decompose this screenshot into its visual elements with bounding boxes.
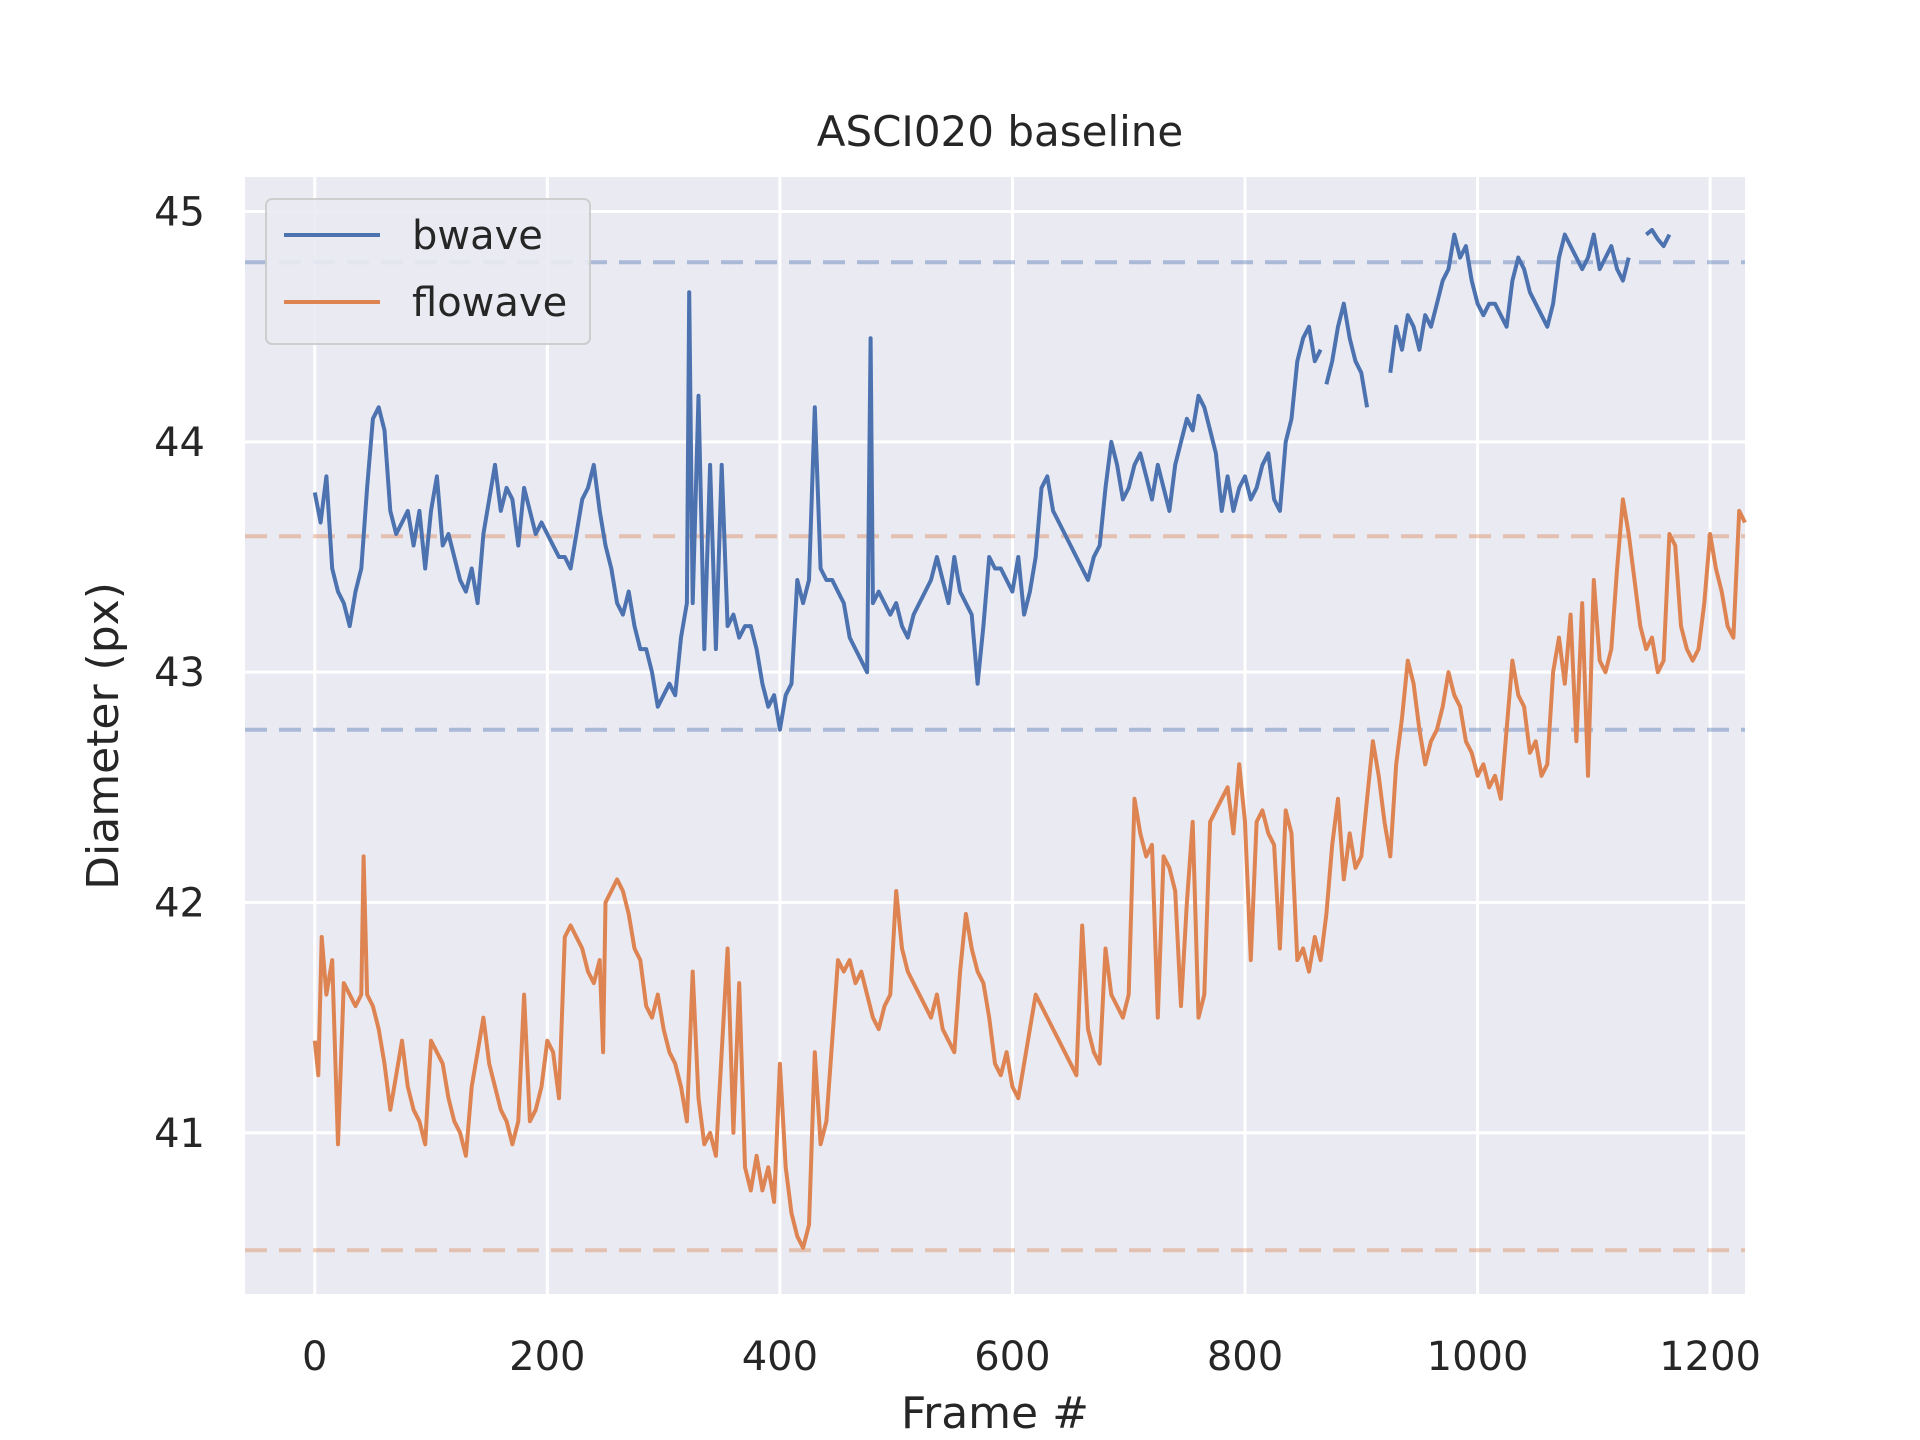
x-axis-label: Frame # bbox=[901, 1388, 1089, 1439]
y-tick-labels: 41 42 43 44 45 bbox=[154, 190, 205, 1157]
x-tick-label: 0 bbox=[302, 1334, 327, 1380]
legend: bwave flowave bbox=[265, 198, 591, 345]
legend-label-flowave: flowave bbox=[412, 280, 567, 326]
series-line-bwave bbox=[312, 290, 1323, 732]
legend-label-bwave: bwave bbox=[412, 213, 543, 259]
x-tick-labels: 0 200 400 600 800 1000 1200 bbox=[302, 1334, 1761, 1380]
series-line-bwave-segment-3 bbox=[1388, 232, 1631, 374]
series-line-flowave bbox=[312, 497, 1747, 1250]
plot-area bbox=[245, 177, 1745, 1294]
series-line-bwave-segment-4 bbox=[1644, 228, 1672, 249]
y-tick-label: 45 bbox=[154, 190, 205, 236]
x-tick-label: 600 bbox=[974, 1334, 1050, 1380]
y-tick-label: 42 bbox=[154, 880, 205, 926]
series-lines bbox=[312, 228, 1747, 1250]
x-tick-label: 400 bbox=[742, 1334, 818, 1380]
x-tick-label: 200 bbox=[509, 1334, 585, 1380]
grid-lines bbox=[245, 177, 1745, 1294]
x-tick-label: 1000 bbox=[1427, 1334, 1529, 1380]
y-tick-label: 44 bbox=[154, 420, 205, 466]
chart-title: ASCI020 baseline bbox=[817, 107, 1184, 156]
y-axis-label: Diameter (px) bbox=[78, 582, 129, 890]
series-line-bwave-segment-2 bbox=[1324, 301, 1370, 408]
x-tick-label: 1200 bbox=[1659, 1334, 1761, 1380]
y-tick-label: 43 bbox=[154, 650, 205, 696]
x-tick-label: 800 bbox=[1207, 1334, 1283, 1380]
y-tick-label: 41 bbox=[154, 1111, 205, 1157]
